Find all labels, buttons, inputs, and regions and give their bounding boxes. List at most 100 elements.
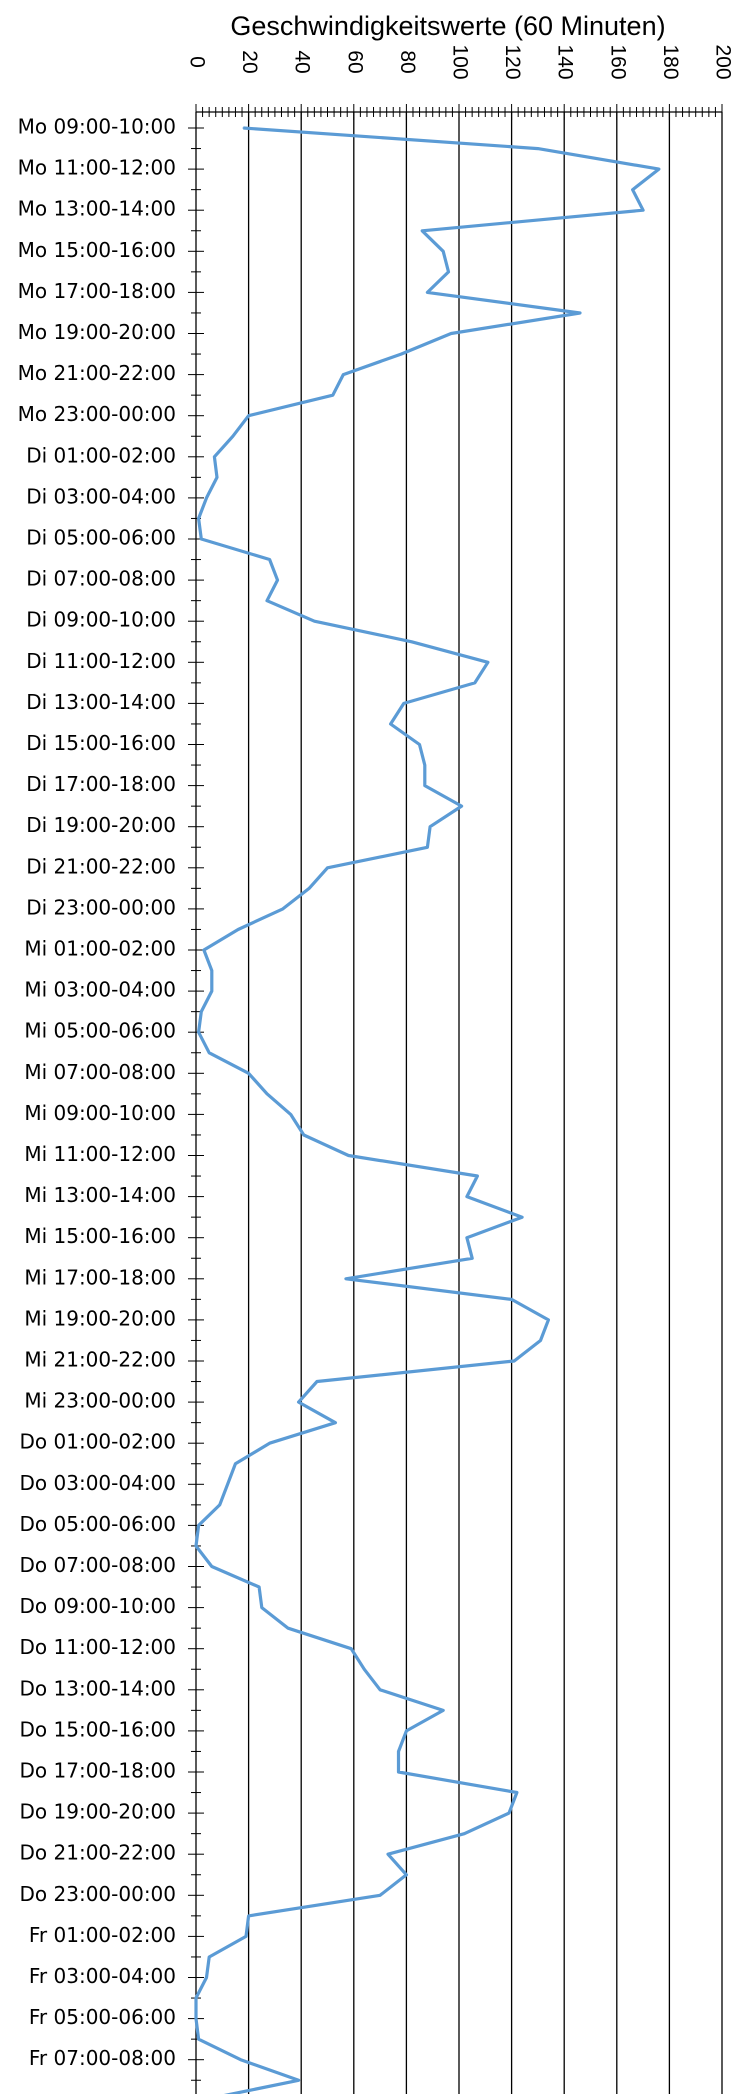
data-point [268,558,271,561]
data-point [405,1730,408,1732]
data-point [403,702,405,705]
data-point [208,1956,210,1958]
data-point [539,1339,542,1342]
data-point [410,641,413,643]
data-point [205,497,208,499]
category-label: Fr 01:00-02:00 [29,1923,176,1947]
category-label: Do 17:00-18:00 [20,1759,176,1783]
x-tick-label-140: 140 [554,44,577,79]
data-point [379,1689,381,1691]
data-point [418,743,421,746]
category-label: Do 21:00-22:00 [20,1841,176,1865]
data-point [266,1093,268,1095]
data-point [521,1216,523,1218]
data-point [460,805,463,807]
category-label: Di 09:00-10:00 [26,608,176,632]
data-point [332,394,334,397]
data-point [466,1236,468,1239]
data-point [211,1565,213,1568]
category-label: Di 05:00-06:00 [26,526,176,550]
data-point [197,517,200,520]
data-point [426,846,429,849]
x-tick-label-200: 200 [711,44,734,79]
category-label: Di 23:00-00:00 [26,895,176,919]
data-point [421,230,424,232]
category-label: Mi 03:00-04:00 [24,978,176,1002]
data-point [442,1709,445,1712]
data-point [232,435,234,438]
data-point [195,1545,197,1547]
category-label: Do 03:00-04:00 [20,1471,176,1495]
data-point [466,1195,468,1198]
category-labels: Mo 09:00-10:00 Mo 11:00-12:00 Mo 13:00-14:… [18,115,176,2071]
data-point [579,312,581,314]
x-tick-label-20: 20 [238,50,261,73]
data-point [247,1915,250,1917]
data-point [258,1586,260,1588]
series-line [194,126,661,2094]
data-point [261,1606,263,1609]
data-point [429,825,431,828]
data-point [424,784,426,787]
data-point [450,332,452,335]
data-point [405,1874,408,1876]
data-point [442,250,445,253]
category-label: Mi 05:00-06:00 [24,1019,176,1043]
data-point [195,2017,197,2020]
category-label: Mi 07:00-08:00 [24,1060,176,1084]
data-point [234,1463,237,1465]
data-point [510,1298,513,1301]
data-point [389,723,392,725]
data-point [347,1154,350,1157]
category-label: Mi 23:00-00:00 [24,1389,176,1413]
x-tick-label-60: 60 [343,50,366,73]
data-point [276,579,279,581]
series [194,126,661,2094]
data-point [282,908,284,910]
data-point [197,1524,200,1527]
data-point [195,1997,197,1999]
data-point [211,969,213,972]
category-label: Mo 17:00-18:00 [18,279,176,303]
data-point [208,1052,210,1054]
data-point [326,867,329,869]
data-point [424,764,426,766]
grid-lines [247,112,723,2094]
x-tick-label-100: 100 [448,44,471,79]
data-point [245,1935,247,1938]
x-tick-label-120: 120 [501,44,524,79]
data-point [397,1771,400,1773]
data-point [508,1812,510,1814]
data-point [642,209,644,211]
category-label: Mo 09:00-10:00 [18,115,176,139]
data-point [379,1894,381,1897]
category-label: Di 07:00-08:00 [26,567,176,591]
data-point [308,887,310,890]
category-label: Mi 09:00-10:00 [24,1101,176,1125]
data-point [397,1750,400,1753]
data-point [547,1319,550,1321]
data-point [426,291,429,294]
data-point [247,1072,250,1075]
category-label: Mi 01:00-02:00 [24,937,176,961]
x-axis-tick-labels: 0 20 40 60 80 100 120 140 160 180 200 [185,44,734,79]
category-label: Do 15:00-16:00 [20,1717,176,1741]
category-label: Di 21:00-22:00 [26,854,176,878]
data-point [268,1442,271,1444]
data-point [297,2079,300,2082]
data-point [476,1175,479,1177]
category-label: Mo 11:00-12:00 [18,156,176,180]
category-label: Mo 21:00-22:00 [18,361,176,385]
data-point [513,1360,515,1362]
category-label: Di 01:00-02:00 [26,443,176,467]
category-label: Do 23:00-00:00 [20,1882,176,1906]
data-point [203,949,205,951]
category-label: Mo 13:00-14:00 [18,197,176,221]
data-point [474,682,476,684]
data-point [197,1031,200,1033]
data-point [316,1380,318,1383]
data-point [287,1627,289,1629]
x-tick-label-0: 0 [185,56,208,68]
category-label: Di 13:00-14:00 [26,690,176,714]
